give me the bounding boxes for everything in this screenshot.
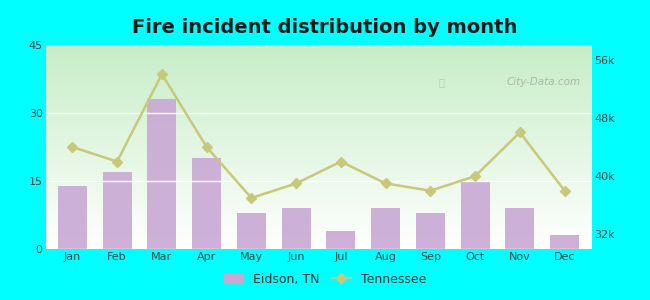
Bar	[281, 208, 311, 249]
Bar	[103, 172, 132, 249]
Legend: Eidson, TN, Tennessee: Eidson, TN, Tennessee	[219, 268, 431, 291]
Bar	[416, 213, 445, 249]
Bar	[461, 181, 489, 249]
Bar	[505, 208, 534, 249]
Bar	[192, 158, 221, 249]
Bar	[148, 99, 176, 249]
Bar	[326, 231, 356, 249]
Text: 🔍: 🔍	[439, 77, 445, 87]
Bar	[58, 185, 87, 249]
Text: City-Data.com: City-Data.com	[506, 77, 580, 87]
Bar	[371, 208, 400, 249]
Bar	[550, 236, 579, 249]
Text: Fire incident distribution by month: Fire incident distribution by month	[133, 18, 517, 37]
Bar	[237, 213, 266, 249]
